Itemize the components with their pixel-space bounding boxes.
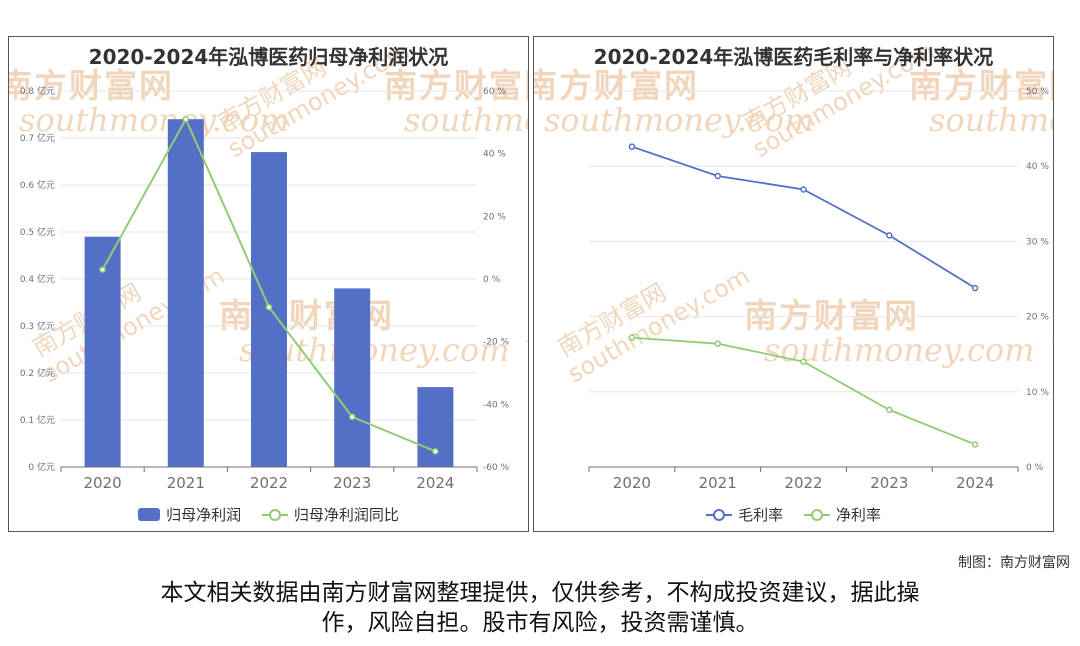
disclaimer: 本文相关数据由南方财富网整理提供，仅供参考，不构成投资建议，据此操 作，风险自担… <box>90 578 990 638</box>
point-net-profit-yoy <box>182 115 190 123</box>
bar-net-profit <box>417 387 454 467</box>
point-net-margin <box>628 334 636 341</box>
watermark-brand: 南方财富网 <box>744 296 919 335</box>
y-tick-label-right: 0 % <box>483 275 501 285</box>
bar-swatch-icon <box>138 507 161 521</box>
line-swatch-icon <box>803 508 830 521</box>
net-profit-chart-panel: 南方财富网southmoney.com南方财富网southmoney.com南方… <box>8 36 529 532</box>
watermark-brand: 南方财富网 <box>909 66 1053 105</box>
chart-marks <box>628 143 979 448</box>
point-gross-margin <box>886 232 893 239</box>
margin-chart-panel: 南方财富网southmoney.com南方财富网southmoney.com南方… <box>533 36 1054 532</box>
watermark-url: southmoney.com <box>404 101 528 139</box>
line-gross-margin <box>631 145 976 289</box>
y-tick-label-right: 20 % <box>1026 313 1049 323</box>
point-net-margin <box>800 358 807 365</box>
y-tick-label-left: 0.7 亿元 <box>20 132 55 144</box>
x-tick-label: 2024 <box>956 474 994 492</box>
bar-net-profit <box>167 119 204 467</box>
y-tick-label-right: 40 % <box>483 150 506 160</box>
point-gross-margin <box>714 172 721 180</box>
point-net-margin <box>714 340 721 347</box>
y-tick-label-right: 50 % <box>1026 87 1049 97</box>
axis-labels: 0 % 10 % 20 % 30 % 40 % 50 % 2020 2021 2022 2023 2… <box>588 87 1049 492</box>
legend-label: 归母净利润同比 <box>293 506 399 524</box>
y-tick-label-right: -40 % <box>483 400 510 410</box>
watermark-url: southmoney.com <box>544 101 814 139</box>
y-tick-label-right: -20 % <box>483 338 510 348</box>
disclaimer-line: 作，风险自担。股市有风险，投资需谨慎。 <box>321 610 759 636</box>
margin-chart: 南方财富网southmoney.com南方财富网southmoney.com南方… <box>534 37 1053 492</box>
legend-item-gross-margin[interactable]: 毛利率 <box>706 504 783 525</box>
y-tick-label-left: 0.8 亿元 <box>20 85 55 97</box>
watermark-brand: 南方财富网 <box>523 278 528 362</box>
x-tick-label: 2024 <box>416 474 454 492</box>
bar-net-profit <box>84 236 121 467</box>
x-tick-label: 2022 <box>784 474 822 492</box>
watermark-url: southmoney.com <box>764 331 1034 369</box>
watermark-layer: 南方财富网southmoney.com南方财富网southmoney.com南方… <box>534 37 1053 388</box>
line-swatch-icon <box>706 508 733 521</box>
chart-credit: 制图：南方财富网 <box>958 555 1070 571</box>
chart-legend: 毛利率 净利率 <box>534 504 1053 525</box>
y-tick-label-right: 30 % <box>1026 237 1049 247</box>
y-tick-label-right: 10 % <box>1026 388 1049 398</box>
watermark-brand: 南方财富网 <box>9 66 174 105</box>
y-tick-label-right: 60 % <box>483 87 506 97</box>
point-gross-margin <box>971 284 979 292</box>
watermark-brand: 南方财富网 <box>384 66 528 105</box>
y-tick-label-left: 0 亿元 <box>28 461 55 473</box>
watermark-brand: 南方财富网 <box>534 66 699 105</box>
legend-item-net-profit-yoy[interactable]: 归母净利润同比 <box>261 504 399 525</box>
y-tick-label-right: 40 % <box>1026 162 1049 172</box>
x-tick-label: 2021 <box>699 474 737 492</box>
y-tick-label-right: -60 % <box>483 463 510 473</box>
legend-item-net-margin[interactable]: 净利率 <box>803 504 881 525</box>
legend-label: 毛利率 <box>738 506 784 524</box>
y-tick-label-left: 0.6 亿元 <box>20 179 55 191</box>
y-tick-label-left: 0.5 亿元 <box>20 226 55 238</box>
watermark-url: southmoney.com <box>929 101 1053 139</box>
y-tick-label-right: 20 % <box>483 212 506 222</box>
legend-label: 归母净利润 <box>166 505 242 524</box>
x-tick-label: 2020 <box>613 474 651 492</box>
y-tick-label-left: 0.3 亿元 <box>20 320 55 332</box>
chart-title: 2020-2024年泓博医药毛利率与净利率状况 <box>593 45 994 69</box>
point-net-profit-yoy <box>99 266 106 273</box>
chart-title: 2020-2024年泓博医药归母净利润状况 <box>88 45 449 69</box>
x-tick-label: 2022 <box>250 474 288 492</box>
point-net-margin <box>886 406 893 414</box>
point-net-margin <box>971 441 979 448</box>
y-tick-label-left: 0.4 亿元 <box>20 273 55 285</box>
disclaimer-line: 本文相关数据由南方财富网整理提供，仅供参考，不构成投资建议，据此操 <box>160 580 920 606</box>
gridlines <box>589 90 1018 393</box>
point-net-profit-yoy <box>348 413 356 421</box>
point-gross-margin <box>628 143 636 150</box>
y-tick-label-right: 0 % <box>1026 463 1044 473</box>
watermark-url: southmoney.com <box>19 101 289 139</box>
chart-legend: 归母净利润 归母净利润同比 <box>9 504 528 526</box>
line-swatch-icon <box>261 508 288 521</box>
x-tick-label: 2023 <box>333 474 371 492</box>
legend-label: 净利率 <box>835 506 881 524</box>
point-gross-margin <box>800 186 807 193</box>
net-profit-chart: 南方财富网southmoney.com南方财富网southmoney.com南方… <box>9 37 528 492</box>
x-tick-label: 2021 <box>167 474 205 492</box>
point-net-profit-yoy <box>265 303 273 311</box>
y-tick-label-left: 0.2 亿元 <box>20 367 55 379</box>
bar-net-profit <box>334 288 371 467</box>
legend-item-net-profit[interactable]: 归母净利润 <box>138 504 241 525</box>
x-tick-label: 2020 <box>84 474 122 492</box>
y-tick-label-left: 0.1 亿元 <box>20 414 55 426</box>
axis-labels: 0 亿元 0.1 亿元 0.2 亿元 0.3 亿元 0.4 亿元 0.5 亿元 0.6 亿元… <box>20 85 510 492</box>
chart-marks <box>84 115 454 467</box>
x-tick-label: 2023 <box>870 474 908 492</box>
point-net-profit-yoy <box>432 448 439 455</box>
